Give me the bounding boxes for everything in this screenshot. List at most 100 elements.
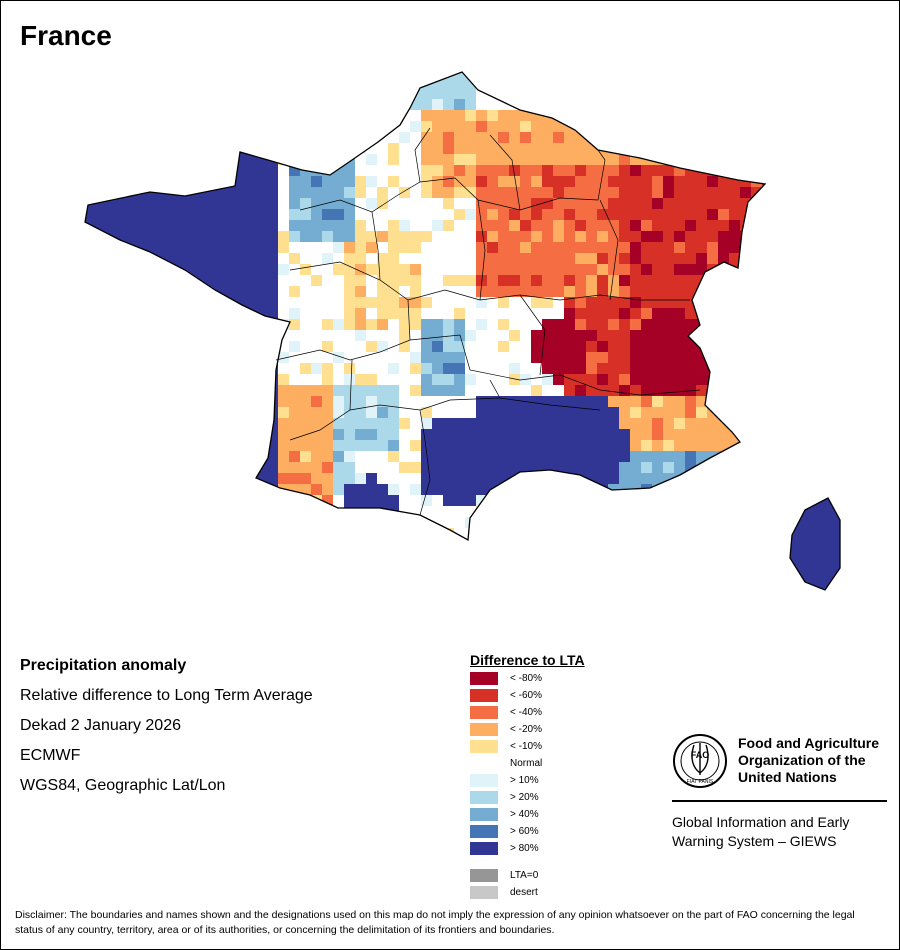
anomaly-cell (619, 407, 630, 418)
anomaly-cell (355, 242, 366, 253)
legend-label: > 60% (510, 826, 539, 837)
anomaly-cell (223, 176, 234, 187)
anomaly-cell (498, 286, 509, 297)
anomaly-cell (300, 275, 311, 286)
anomaly-cell (124, 308, 135, 319)
anomaly-cell (751, 451, 762, 462)
anomaly-cell (674, 198, 685, 209)
anomaly-cell (366, 440, 377, 451)
anomaly-cell (729, 72, 740, 77)
anomaly-cell (608, 330, 619, 341)
anomaly-cell (542, 352, 553, 363)
anomaly-cell (751, 154, 762, 165)
anomaly-cell (135, 297, 146, 308)
anomaly-cell (267, 319, 278, 330)
anomaly-cell (124, 396, 135, 407)
anomaly-cell (113, 132, 124, 143)
anomaly-cell (388, 143, 399, 154)
anomaly-cell (201, 154, 212, 165)
anomaly-cell (641, 451, 652, 462)
anomaly-cell (718, 374, 729, 385)
anomaly-cell (333, 330, 344, 341)
anomaly-cell (212, 330, 223, 341)
anomaly-cell (542, 484, 553, 495)
anomaly-cell (322, 396, 333, 407)
anomaly-cell (740, 99, 751, 110)
anomaly-cell (597, 231, 608, 242)
anomaly-cell (355, 143, 366, 154)
anomaly-cell (487, 72, 498, 77)
anomaly-cell (465, 319, 476, 330)
anomaly-cell (796, 539, 807, 550)
anomaly-cell (377, 99, 388, 110)
anomaly-cell (146, 363, 157, 374)
anomaly-cell (85, 319, 91, 330)
anomaly-cell (355, 132, 366, 143)
anomaly-cell (289, 209, 300, 220)
anomaly-cell (377, 143, 388, 154)
anomaly-cell (256, 517, 267, 528)
anomaly-cell (674, 220, 685, 231)
anomaly-cell (790, 498, 796, 506)
anomaly-cell (707, 88, 718, 99)
anomaly-cell (740, 462, 751, 473)
anomaly-cell (729, 132, 740, 143)
anomaly-cell (355, 198, 366, 209)
anomaly-cell (608, 352, 619, 363)
anomaly-cell (443, 506, 454, 517)
anomaly-cell (399, 528, 410, 539)
anomaly-cell (300, 451, 311, 462)
anomaly-cell (520, 264, 531, 275)
anomaly-cell (85, 187, 91, 198)
anomaly-cell (729, 495, 740, 506)
anomaly-cell (652, 506, 663, 517)
anomaly-cell (597, 121, 608, 132)
anomaly-cell (740, 517, 751, 528)
anomaly-cell (751, 495, 762, 506)
anomaly-cell (663, 363, 674, 374)
anomaly-cell (333, 286, 344, 297)
anomaly-cell (289, 72, 300, 77)
anomaly-cell (751, 462, 762, 473)
anomaly-cell (652, 517, 663, 528)
anomaly-cell (322, 77, 333, 88)
anomaly-cell (630, 506, 641, 517)
anomaly-cell (289, 187, 300, 198)
anomaly-cell (102, 319, 113, 330)
anomaly-cell (487, 462, 498, 473)
anomaly-cell (212, 154, 223, 165)
anomaly-cell (135, 88, 146, 99)
anomaly-cell (740, 484, 751, 495)
anomaly-cell (762, 484, 765, 495)
anomaly-cell (531, 198, 542, 209)
anomaly-cell (586, 440, 597, 451)
anomaly-cell (355, 473, 366, 484)
anomaly-cell (443, 121, 454, 132)
anomaly-cell (212, 506, 223, 517)
anomaly-cell (553, 418, 564, 429)
anomaly-cell (278, 187, 289, 198)
anomaly-cell (157, 154, 168, 165)
anomaly-cell (542, 88, 553, 99)
anomaly-cell (740, 264, 751, 275)
anomaly-cell (608, 495, 619, 506)
anomaly-cell (410, 374, 421, 385)
anomaly-cell (707, 385, 718, 396)
anomaly-cell (663, 462, 674, 473)
anomaly-cell (674, 110, 685, 121)
anomaly-cell (245, 396, 256, 407)
anomaly-cell (498, 308, 509, 319)
legend-label: > 40% (510, 809, 539, 820)
anomaly-cell (707, 176, 718, 187)
anomaly-cell (718, 462, 729, 473)
anomaly-cell (322, 517, 333, 528)
anomaly-cell (410, 99, 421, 110)
legend-swatch (470, 886, 498, 899)
anomaly-cell (608, 187, 619, 198)
anomaly-cell (818, 583, 829, 590)
legend-swatch (470, 869, 498, 882)
anomaly-cell (443, 418, 454, 429)
anomaly-cell (201, 539, 212, 540)
anomaly-cell (509, 440, 520, 451)
anomaly-cell (278, 220, 289, 231)
